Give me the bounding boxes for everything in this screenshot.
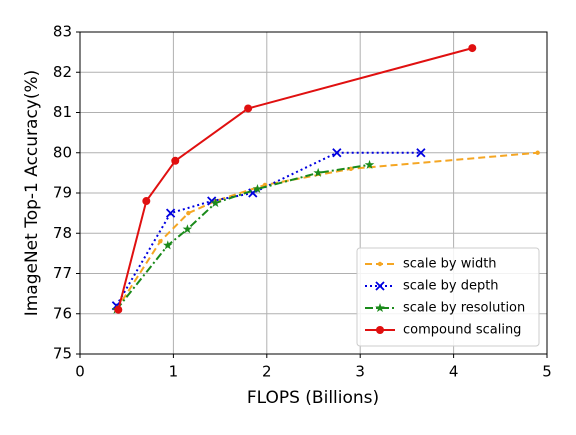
y-tick-label: 83 — [53, 23, 72, 41]
legend-label: scale by width — [403, 257, 497, 272]
marker — [142, 197, 151, 206]
marker — [375, 281, 385, 291]
y-tick-label: 80 — [53, 143, 72, 161]
legend-label: compound scaling — [403, 323, 521, 338]
y-tick-label: 77 — [53, 264, 72, 282]
x-tick-label: 4 — [449, 363, 459, 381]
legend: scale by width scale by depth scale by res… — [356, 247, 540, 347]
plot-frame — [79, 31, 548, 355]
legend-label: scale by resolution — [403, 301, 525, 316]
marker — [244, 104, 253, 113]
series-line — [115, 163, 370, 311]
y-tick-label: 81 — [53, 103, 72, 121]
y-tick-label: 79 — [53, 184, 72, 202]
y-tick-label: 75 — [53, 345, 72, 363]
marker — [252, 183, 263, 194]
x-tick-label: 2 — [262, 363, 272, 381]
marker — [171, 156, 180, 165]
x-axis-label: FLOPS (Billions) — [247, 388, 379, 408]
x-tick-label: 5 — [542, 363, 552, 381]
marker — [313, 167, 323, 177]
y-tick-label: 82 — [53, 63, 72, 81]
marker — [210, 198, 221, 208]
marker — [468, 44, 477, 53]
y-tick-label: 78 — [53, 224, 72, 242]
marker — [364, 159, 375, 169]
marker — [348, 166, 354, 172]
marker — [416, 148, 426, 158]
marker — [377, 261, 383, 267]
x-tick-label: 0 — [75, 363, 85, 381]
y-axis-label: ImageNet Top-1 Accuracy(%) — [22, 70, 42, 317]
marker — [535, 150, 540, 155]
marker — [165, 208, 176, 218]
y-tick-label: 76 — [53, 304, 72, 322]
legend-label: scale by depth — [403, 279, 499, 294]
marker — [182, 224, 193, 234]
x-tick-label: 3 — [355, 363, 365, 381]
legend-box — [356, 247, 540, 347]
x-tick-label: 1 — [169, 363, 179, 381]
marker — [186, 210, 191, 216]
marker — [158, 239, 163, 244]
marker — [332, 148, 342, 158]
marker — [375, 303, 385, 313]
marker — [376, 326, 384, 334]
marker — [163, 240, 173, 250]
marker — [114, 305, 123, 314]
